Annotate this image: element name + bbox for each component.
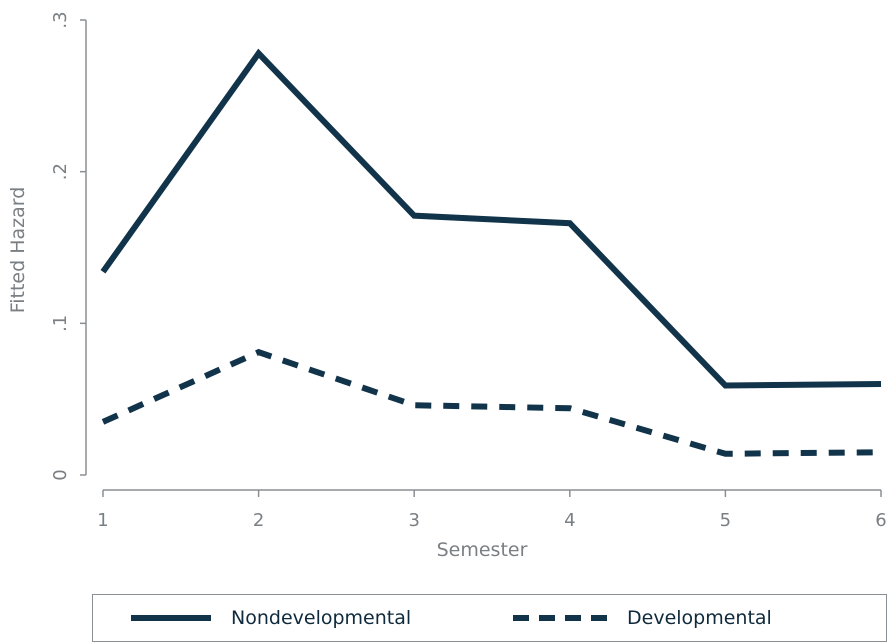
x-tick-label: 2 xyxy=(253,510,264,531)
y-axis-title: Fitted Hazard xyxy=(7,187,29,314)
x-axis: 1 2 3 4 5 6 xyxy=(97,489,887,531)
line-chart: 0 .1 .2 .3 1 2 3 4 5 6 Fitted Hazard Semester xyxy=(7,11,887,561)
legend-item-developmental: Developmental xyxy=(513,595,772,641)
y-axis: 0 .1 .2 .3 xyxy=(50,11,87,481)
x-tick-label: 1 xyxy=(97,510,108,531)
legend-label: Nondevelopmental xyxy=(231,607,412,629)
y-tick-label: .3 xyxy=(50,11,71,28)
y-tick-label: .1 xyxy=(50,315,71,332)
x-tick-label: 6 xyxy=(875,510,886,531)
legend: Nondevelopmental Developmental xyxy=(92,594,887,642)
y-tick-label: 0 xyxy=(50,469,71,480)
legend-item-nondevelopmental: Nondevelopmental xyxy=(131,595,411,641)
y-tick-label: .2 xyxy=(50,163,71,180)
legend-label: Developmental xyxy=(627,607,772,629)
legend-swatch-solid xyxy=(131,615,211,621)
series-line-nondevelopmental xyxy=(100,48,882,389)
x-tick-label: 5 xyxy=(720,510,731,531)
x-axis-title: Semester xyxy=(437,539,528,561)
series-line-developmental xyxy=(101,348,882,457)
x-tick-label: 4 xyxy=(564,510,575,531)
legend-swatch-dashed xyxy=(513,615,607,621)
series-layer xyxy=(100,48,882,457)
x-tick-label: 3 xyxy=(408,510,419,531)
